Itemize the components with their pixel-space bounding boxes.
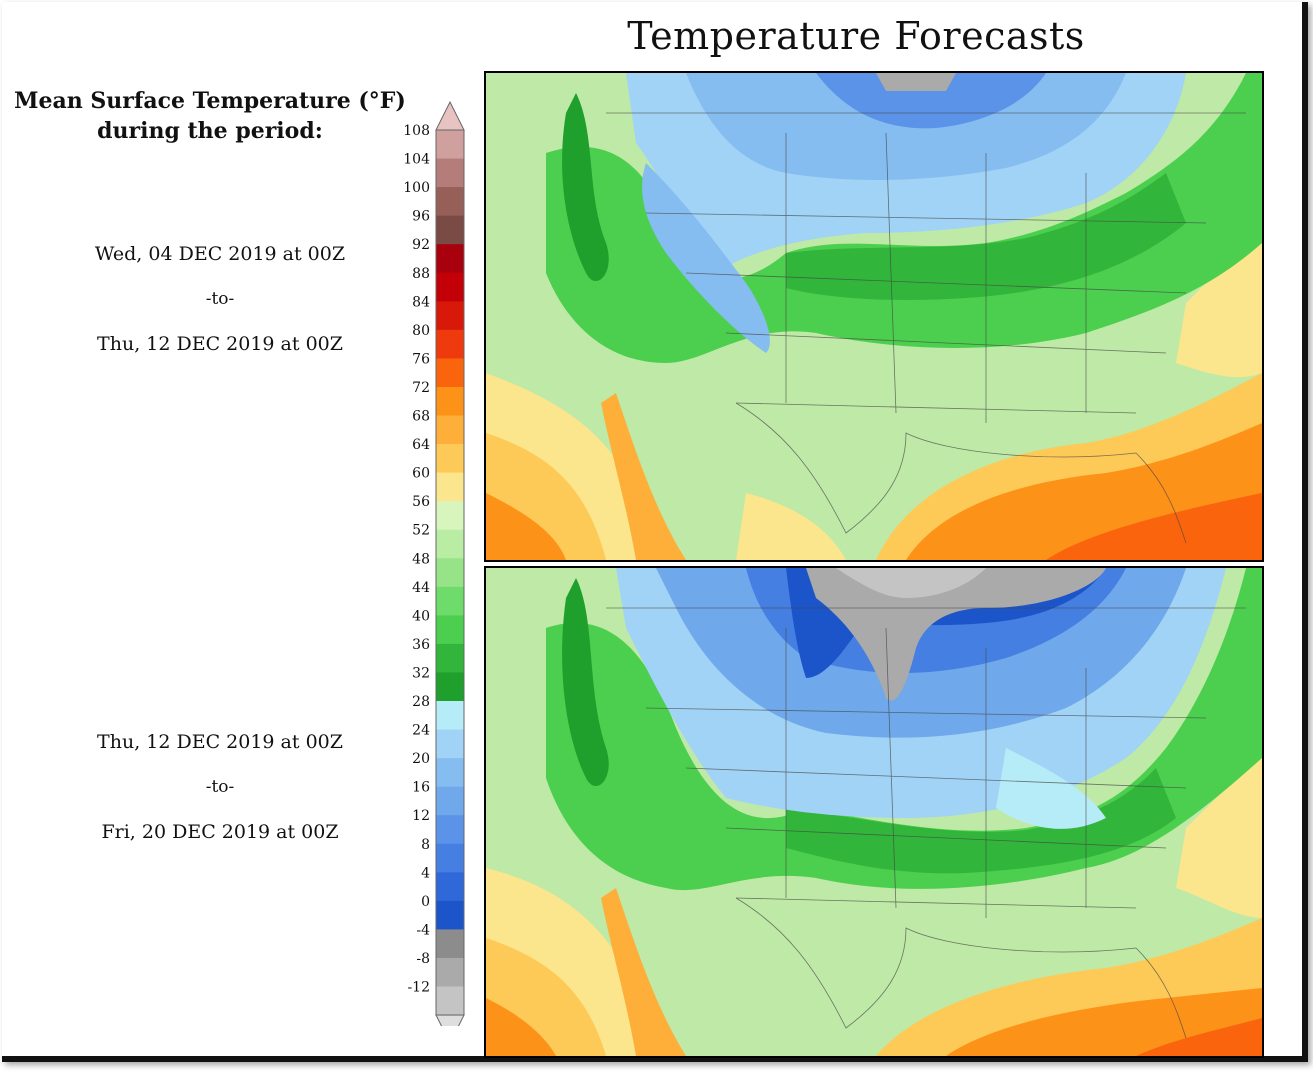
- colorbar-tick-label: 36: [412, 637, 430, 653]
- colorbar-outline: [435, 129, 465, 1016]
- colorbar-bottom-arrow: [435, 1014, 465, 1026]
- colorbar-tick-label: 20: [412, 751, 430, 767]
- period-1-separator: -to-: [205, 289, 235, 309]
- colorbar-swatch: [436, 729, 464, 759]
- colorbar-swatch: [436, 672, 464, 702]
- colorbar-swatch: [436, 643, 464, 673]
- colorbar-swatch: [436, 272, 464, 302]
- colorbar-swatch: [436, 415, 464, 445]
- period-1-label: Wed, 04 DEC 2019 at 00Z -to- Thu, 12 DEC…: [40, 232, 400, 367]
- colorbar-tick-label: 48: [412, 551, 430, 567]
- colorbar-tick-label: 24: [412, 723, 430, 739]
- colorbar-swatch: [436, 986, 464, 1016]
- forecast-map-week-2: [484, 566, 1264, 1058]
- period-2-start: Thu, 12 DEC 2019 at 00Z: [97, 731, 343, 753]
- colorbar-tick-label: -4: [416, 922, 430, 938]
- colorbar-tick-label: 28: [412, 694, 430, 710]
- colorbar-swatch: [436, 843, 464, 873]
- page-title: Temperature Forecasts: [627, 14, 1085, 58]
- colorbar-tick-label: 60: [412, 466, 430, 482]
- legend-title-line2: during the period:: [97, 118, 323, 144]
- colorbar-swatch: [436, 358, 464, 388]
- colorbar-tick-label: 88: [412, 266, 430, 282]
- colorbar-tick-label: 108: [403, 123, 430, 139]
- colorbar-swatch: [436, 444, 464, 474]
- colorbar-tick-label: 44: [412, 580, 430, 596]
- colorbar-swatch: [436, 872, 464, 902]
- period-2-separator: -to-: [205, 777, 235, 797]
- colorbar-swatch: [436, 900, 464, 930]
- period-1-start: Wed, 04 DEC 2019 at 00Z: [94, 243, 346, 265]
- colorbar-swatch: [436, 130, 464, 160]
- colorbar-swatch: [436, 815, 464, 845]
- colorbar-swatch: [436, 244, 464, 274]
- legend-title-line1: Mean Surface Temperature (°F): [14, 88, 406, 114]
- colorbar-tick-label: 76: [412, 351, 430, 367]
- colorbar-swatch: [436, 529, 464, 559]
- colorbar-swatch: [436, 187, 464, 217]
- colorbar-tick-label: 0: [421, 894, 430, 910]
- colorbar-swatch: [436, 701, 464, 731]
- colorbar-tick-label: 4: [421, 865, 430, 881]
- period-2-label: Thu, 12 DEC 2019 at 00Z -to- Fri, 20 DEC…: [40, 720, 400, 855]
- colorbar-tick-label: 64: [412, 437, 430, 453]
- colorbar-tick-label: 96: [412, 209, 430, 225]
- colorbar-tick-label: -12: [407, 980, 430, 996]
- colorbar-tick-label: 12: [412, 808, 430, 824]
- colorbar-tick-label: 100: [403, 180, 430, 196]
- colorbar-swatch: [436, 501, 464, 531]
- colorbar-tick-label: 68: [412, 409, 430, 425]
- colorbar-tick-label: 104: [403, 152, 430, 168]
- colorbar-tick-label: 16: [412, 780, 430, 796]
- colorbar-swatch: [436, 472, 464, 502]
- colorbar-swatch: [436, 386, 464, 416]
- colorbar-swatch: [436, 615, 464, 645]
- period-1-end: Thu, 12 DEC 2019 at 00Z: [97, 333, 343, 355]
- colorbar-top-arrow: [435, 100, 465, 131]
- colorbar-swatch: [436, 158, 464, 188]
- colorbar-swatch: [436, 957, 464, 987]
- colorbar-tick-label: 84: [412, 294, 430, 310]
- colorbar-swatch: [436, 586, 464, 616]
- legend-title: Mean Surface Temperature (°F) during the…: [10, 86, 410, 146]
- period-2-end: Fri, 20 DEC 2019 at 00Z: [101, 821, 339, 843]
- temperature-colorbar: 1081041009692888480767268646056524844403…: [403, 100, 465, 1026]
- colorbar-swatch: [436, 329, 464, 359]
- colorbar-swatch: [436, 558, 464, 588]
- colorbar-tick-label: -8: [416, 951, 430, 967]
- colorbar-tick-label: 72: [412, 380, 430, 396]
- forecast-map-week-1: [484, 71, 1264, 562]
- colorbar-tick-label: 32: [412, 665, 430, 681]
- colorbar-swatch: [436, 929, 464, 959]
- colorbar-swatch: [436, 758, 464, 788]
- colorbar-tick-label: 92: [412, 237, 430, 253]
- colorbar-swatch: [436, 786, 464, 816]
- colorbar-swatch: [436, 215, 464, 245]
- colorbar-tick-label: 80: [412, 323, 430, 339]
- colorbar-tick-label: 8: [421, 837, 430, 853]
- colorbar-tick-label: 40: [412, 608, 430, 624]
- colorbar-tick-label: 56: [412, 494, 430, 510]
- colorbar-swatch: [436, 301, 464, 331]
- colorbar-tick-label: 52: [412, 523, 430, 539]
